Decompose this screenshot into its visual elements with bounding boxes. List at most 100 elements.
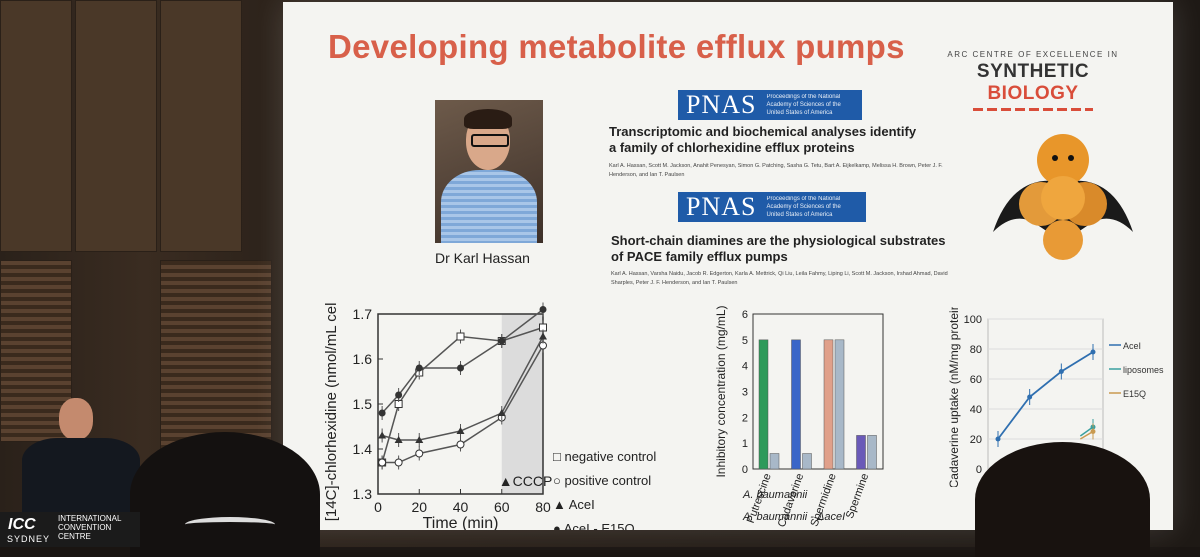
data-point <box>415 436 424 443</box>
slide-title: Developing metabolite efflux pumps <box>328 28 905 65</box>
venue-logo: ICC SYDNEY INTERNATIONAL CONVENTION CENT… <box>0 512 140 547</box>
bar <box>823 339 834 470</box>
bar <box>769 453 780 470</box>
y-tick-label: 20 <box>970 434 982 446</box>
data-point <box>395 391 403 399</box>
audience-headphone-band <box>185 517 275 532</box>
legend-label: negative control <box>564 449 657 464</box>
legend-label: AceI <box>1123 341 1141 351</box>
pnas-logo-2: PNAS Proceedings of the National Academy… <box>678 192 866 222</box>
x-axis-label: Time (min) <box>423 515 499 530</box>
photo-hair <box>464 109 512 129</box>
bar <box>758 339 769 470</box>
series-line-2 <box>381 336 544 441</box>
data-point <box>394 458 403 467</box>
bar <box>867 435 877 470</box>
mascot-eye-left <box>1052 155 1058 161</box>
legend-label: positive control <box>564 473 652 488</box>
paper-2-authors: Karl A. Hassan, Varsha Naidu, Jacob R. E… <box>611 271 948 286</box>
arc-logo-stripe <box>973 108 1093 111</box>
series-line-3 <box>381 308 544 414</box>
paper-2-title-line-1: Short-chain diamines are the physiologic… <box>611 233 946 248</box>
venue-city: SYDNEY <box>7 534 51 544</box>
data-point <box>456 427 465 434</box>
photo-caption: Dr Karl Hassan <box>435 250 530 266</box>
y-tick-label: 0 <box>742 464 748 476</box>
y-tick-label: 1.7 <box>353 306 373 322</box>
speaker-head <box>59 398 93 440</box>
mascot-eye-right <box>1068 155 1074 161</box>
speaker-photo <box>435 100 543 243</box>
paper-1-authors: Karl A. Hassan, Scott M. Jackson, Anahit… <box>609 163 943 178</box>
speaker-body <box>22 438 140 513</box>
y-tick-label: 1.4 <box>353 441 373 457</box>
arc-synthetic-biology-logo: ARC CENTRE OF EXCELLENCE IN SYNTHETIC BI… <box>943 50 1123 111</box>
photo-shirt <box>441 170 537 243</box>
x-tick-label: 40 <box>453 499 469 515</box>
x-tick-label: 0 <box>374 499 382 515</box>
legend-acei: ▲ AceI <box>553 497 595 512</box>
bar <box>856 435 866 470</box>
cccp-shaded-region <box>501 314 543 494</box>
audience-head-left <box>130 432 320 557</box>
y-tick-label: 60 <box>970 374 982 386</box>
arc-logo-main-text: SYNTHETIC BIOLOGY <box>943 61 1123 105</box>
data-point <box>498 337 506 345</box>
data-point <box>1090 349 1096 355</box>
icc-logo-text: ICC <box>8 516 36 533</box>
bar <box>802 453 812 470</box>
data-point <box>1058 369 1064 374</box>
data-point <box>378 409 386 417</box>
y-tick-label: 2 <box>742 412 748 424</box>
legend-label: AceI - E15Q <box>563 521 635 530</box>
data-point <box>456 440 465 449</box>
chlorhexidine-uptake-chart: 1.3 1.4 1.5 1.6 1.7 0 20 40 60 80 Time (min) [14C]-… <box>323 302 552 530</box>
y-tick-label: 1.6 <box>353 351 373 367</box>
y-tick-label: 100 <box>964 314 982 326</box>
data-point <box>457 364 464 372</box>
legend-negative-control: □ negative control <box>553 449 657 464</box>
data-point <box>1027 394 1033 400</box>
bar <box>791 339 801 470</box>
wall-panel <box>160 0 242 252</box>
legend-positive-control: ○ positive control <box>553 473 652 488</box>
audience-head-right <box>975 442 1150 557</box>
data-point <box>415 364 423 372</box>
data-point <box>539 332 547 340</box>
paper-2-title: Short-chain diamines are the physiologic… <box>611 233 945 265</box>
paper-1-title-line-2: a family of chlorhexidine efflux protein… <box>609 140 855 155</box>
paper-2-title-line-2: of PACE family efflux pumps <box>611 249 788 264</box>
x-tick-label: 80 <box>535 499 551 515</box>
chart2-legend-mutant: A. baumannii - ΔaceI <box>743 511 846 523</box>
y-tick-label: 1.5 <box>353 396 373 412</box>
e15q-line <box>1079 430 1094 440</box>
y-axis-label: [14C]-chlorhexidine (nmol/mL cells) <box>323 302 340 521</box>
y-tick-label: 0 <box>976 464 982 476</box>
venue-name: INTERNATIONAL CONVENTION CENTRE <box>58 514 121 541</box>
paper-1-title-line-1: Transcriptomic and biochemical analyses … <box>609 124 917 139</box>
series-line-0 <box>381 326 544 463</box>
pnas-logo-text: PNAS <box>686 90 757 119</box>
pnas-logo-text: PNAS <box>686 192 757 221</box>
mascot-lower <box>1043 220 1083 260</box>
chart2-legend-wt: A. baumannii <box>743 489 808 501</box>
y-axis-label: Cadaverine uptake (nM/mg protein) <box>947 307 961 487</box>
legend-label: AceI <box>568 497 595 512</box>
paper-1-title: Transcriptomic and biochemical analyses … <box>609 124 916 156</box>
y-tick-label: 3 <box>742 387 748 399</box>
bar <box>834 339 845 470</box>
data-point <box>497 409 506 416</box>
wall-panel <box>75 0 157 252</box>
y-tick-label: 1 <box>742 438 748 450</box>
bacterium-mascot-illustration <box>993 134 1133 260</box>
y-tick-label: 1.3 <box>353 486 373 502</box>
series-line-0 <box>997 351 1094 440</box>
pnas-logo-subtitle: Proceedings of the National Academy of S… <box>766 94 841 116</box>
y-tick-label: 80 <box>970 344 982 356</box>
x-tick-label: 20 <box>411 499 427 515</box>
pnas-logo-subtitle: Proceedings of the National Academy of S… <box>766 196 841 218</box>
data-point <box>415 449 424 458</box>
y-tick-label: 6 <box>742 309 748 321</box>
